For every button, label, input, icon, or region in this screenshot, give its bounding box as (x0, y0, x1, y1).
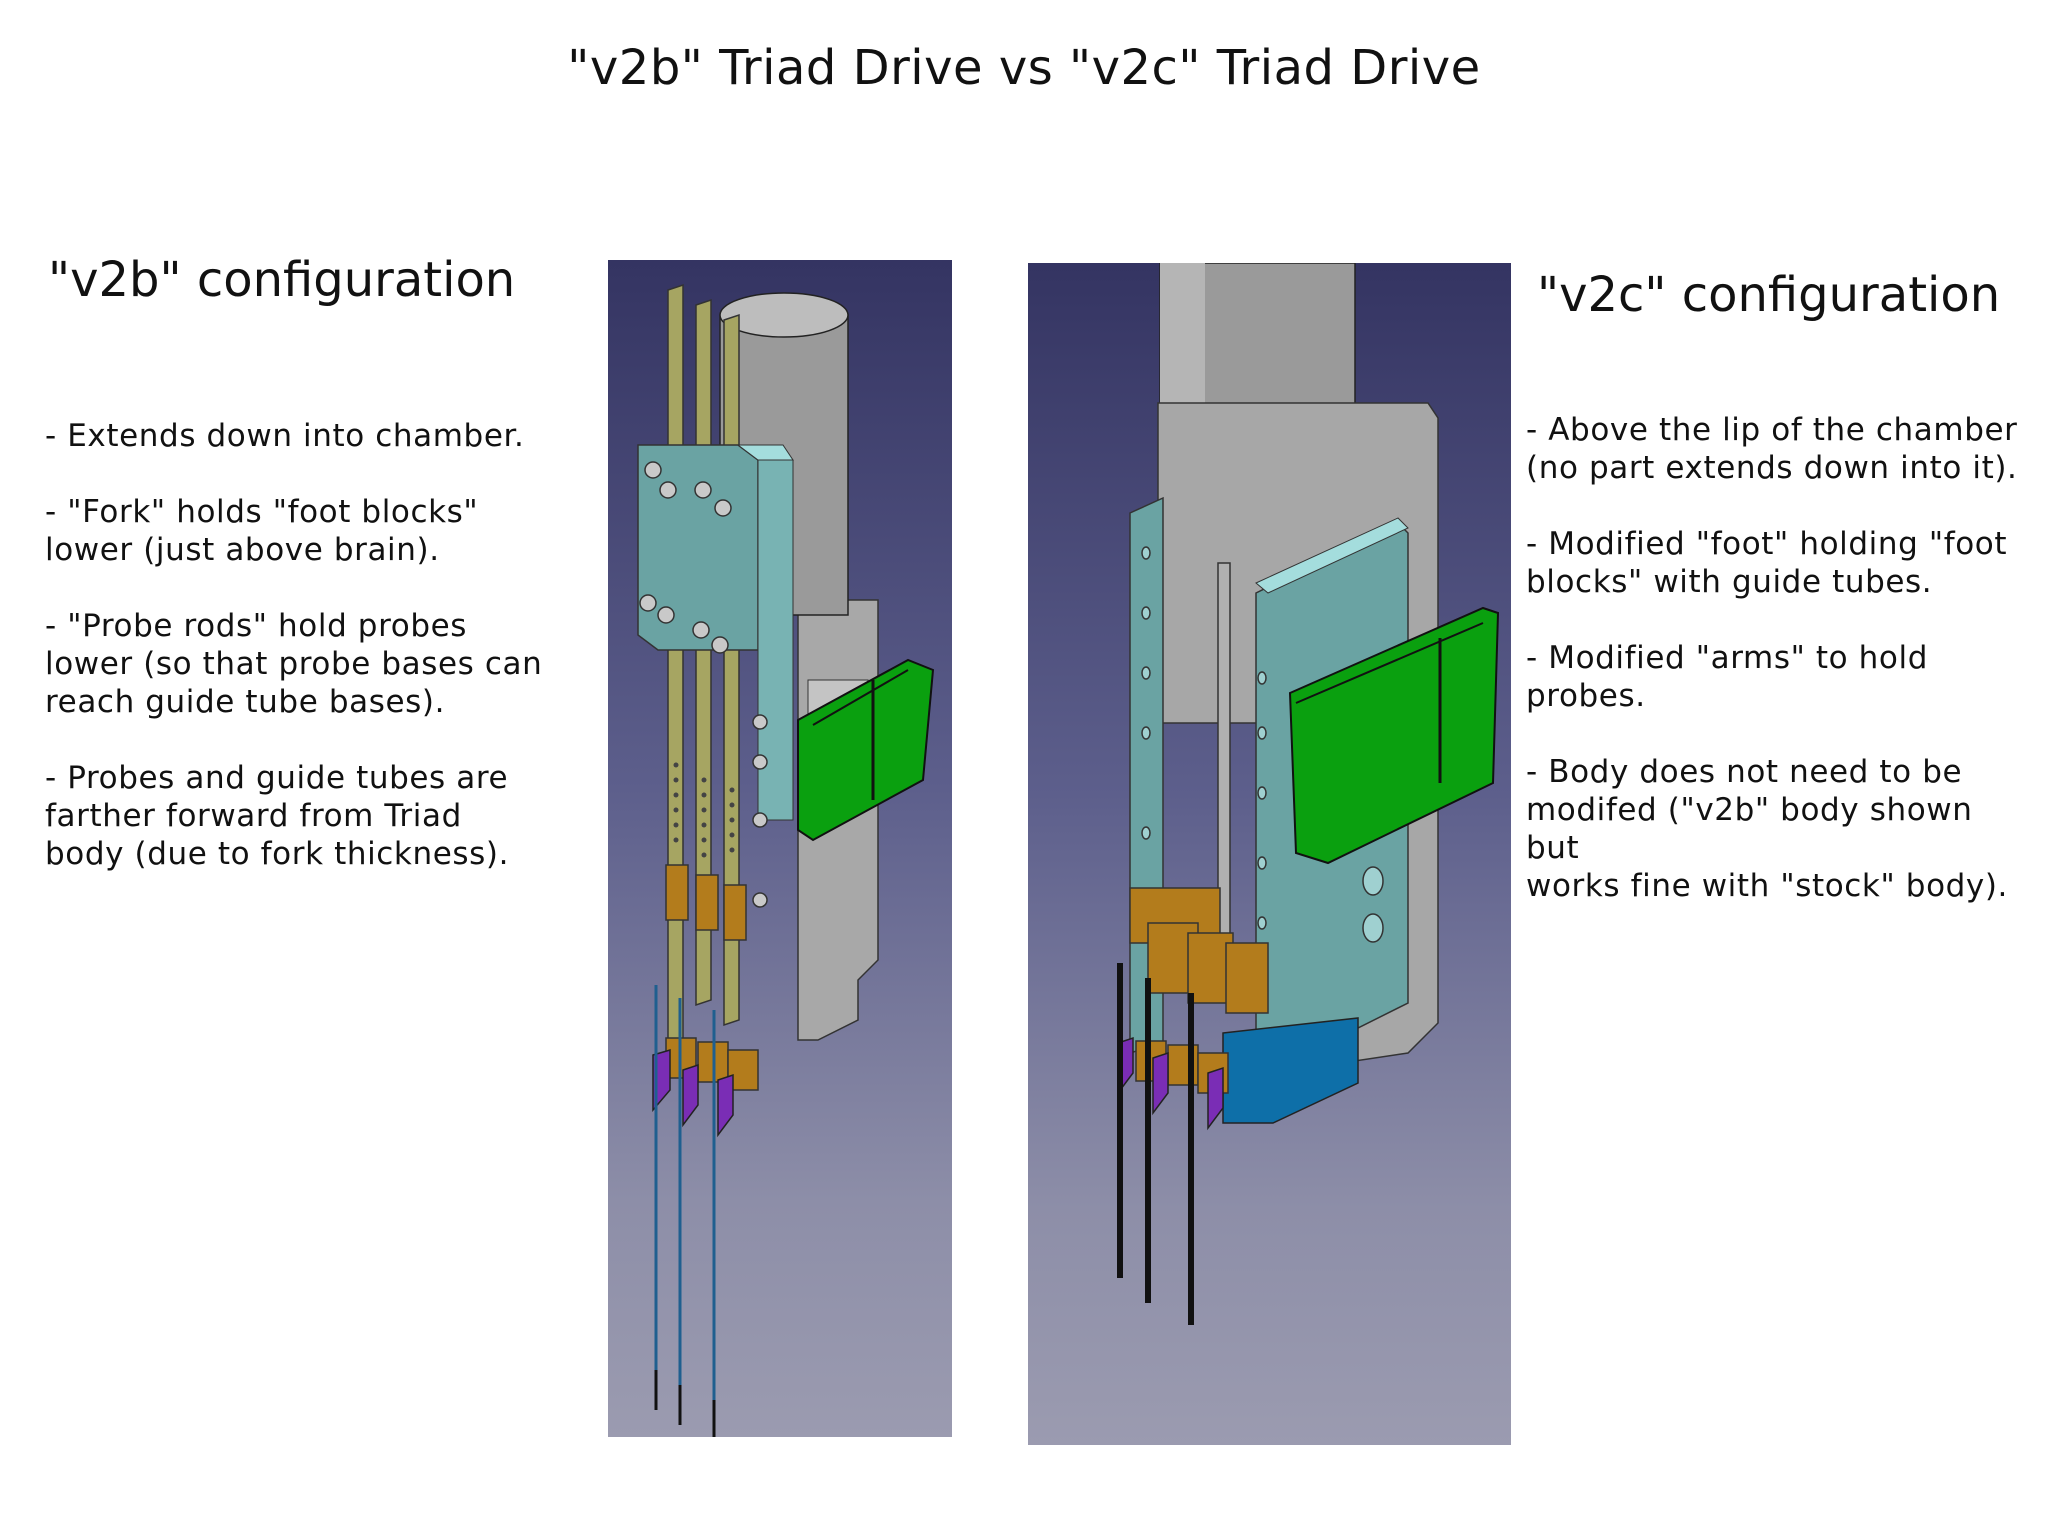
v2c-green-mount (1288, 606, 1500, 865)
v2c-probe-tabs (1117, 1036, 1224, 1131)
v2b-probes (654, 985, 716, 1400)
v2b-note-4: - Probes and guide tubes are farther for… (45, 760, 510, 872)
page-title: "v2b" Triad Drive vs "v2c" Triad Drive (567, 40, 1481, 96)
v2c-note-4: - Body does not need to be modifed ("v2b… (1526, 754, 2009, 904)
v2c-probes (1117, 963, 1194, 1325)
v2c-render (1028, 263, 1511, 1445)
v2c-foot-blocks (1129, 887, 1269, 1094)
v2b-heading: "v2b" configuration (48, 252, 516, 308)
v2b-green-mount (797, 658, 935, 842)
v2c-drawing (1117, 263, 1500, 1325)
v2b-note-3: - "Probe rods" hold probes lower (so tha… (45, 608, 543, 720)
v2c-heading: "v2c" configuration (1537, 267, 2001, 323)
v2b-drawing (637, 283, 935, 1437)
v2c-blue-base (1222, 1017, 1359, 1124)
v2c-note-2: - Modified "foot" holding "foot blocks" … (1526, 526, 2008, 600)
v2c-notes: - Above the lip of the chamber (no part … (1526, 411, 2036, 943)
v2b-probe-rod (667, 283, 684, 1057)
v2b-render (608, 260, 952, 1437)
v2b-notes: - Extends down into chamber. - "Fork" ho… (45, 417, 605, 911)
v2b-note-2: - "Fork" holds "foot blocks" lower (just… (45, 494, 479, 568)
v2c-note-3: - Modified "arms" to hold probes. (1526, 640, 1928, 714)
v2b-note-1: - Extends down into chamber. (45, 418, 525, 454)
v2c-note-1: - Above the lip of the chamber (no part … (1526, 412, 2018, 486)
